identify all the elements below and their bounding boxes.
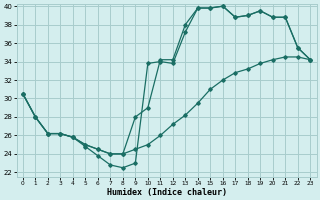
X-axis label: Humidex (Indice chaleur): Humidex (Indice chaleur) xyxy=(107,188,227,197)
